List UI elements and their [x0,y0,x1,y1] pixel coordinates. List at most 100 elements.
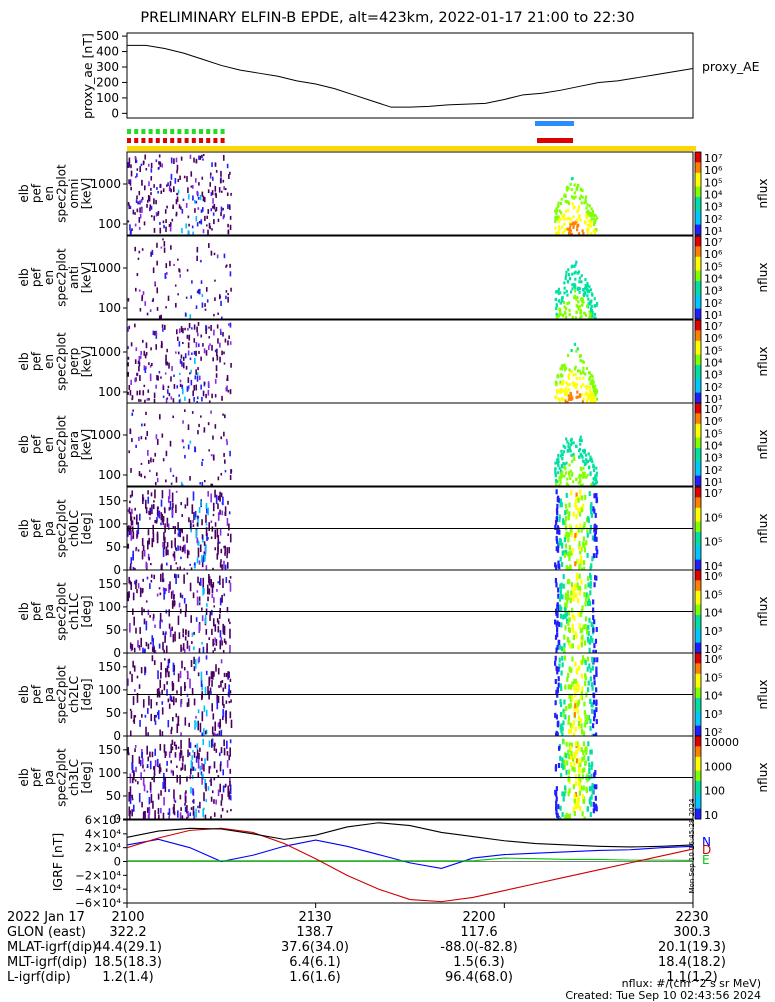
spectrogram-pixel [221,350,223,356]
spectrogram-pixel [129,730,132,738]
colorbar-segment [695,500,701,505]
spectrogram-pixel [216,700,219,710]
colorbar-segment [695,680,701,685]
spectrogram-pixel [153,198,155,205]
spectrogram-pixel [156,517,158,523]
spectrogram-pixel [173,811,176,816]
spectrogram-pixel [205,729,208,734]
spectrogram-pixel [589,524,593,530]
spectrogram-pixel [135,579,138,584]
spectrogram-pixel [164,785,167,793]
spectrogram-pixel [559,367,562,371]
spectrogram-pixel [567,719,570,725]
spectrogram-pixel [145,726,147,737]
spectrogram-pixel [557,397,561,401]
spectrogram-pixel [555,517,558,523]
spectrogram-pixel [131,526,134,532]
spectrogram-pixel [189,678,191,689]
spectrogram-pixel [140,473,143,478]
panel-ylabel-line: elb [17,268,31,286]
spectrogram-pixel [202,577,205,588]
spectrogram-pixel [182,446,185,449]
panel-ytick-label: 100 [98,301,121,315]
spectrogram-pixel [565,381,568,385]
spectrogram-pixel [565,393,568,397]
spectrogram-pixel [556,215,559,219]
spectrogram-pixel [586,666,589,672]
spectrogram-pixel [205,514,207,523]
panel-ytick-label: 1000 [90,261,121,275]
spectrogram-pixel [147,529,150,536]
colorbar-segment [695,570,701,574]
spectrogram-pixel [588,393,591,397]
spectrogram-pixel [220,729,223,739]
spectrogram-pixel [561,214,564,218]
spectrogram-pixel [131,794,134,799]
spectrogram-pixel [569,702,572,708]
spectrogram-pixel [212,435,214,440]
colorbar-segment [695,409,701,414]
spectrogram-pixel [577,215,581,219]
spectrogram-pixel [555,312,558,316]
spectrogram-pixel [211,738,214,747]
spectrogram-pixel [181,514,184,517]
spectrogram-pixel [555,564,558,570]
spectrogram-pixel [173,384,176,389]
spectrogram-pixel [589,211,593,215]
spectrogram-pixel [215,748,218,753]
spectrogram-pixel [196,372,199,377]
spectrogram-pixel [224,552,226,556]
spectrogram-pixel [557,218,560,222]
status-dot-red [184,138,189,143]
spectrogram-pixel [566,448,570,452]
spectrogram-pixel [580,546,583,552]
panel-ylabel-line: pef [30,434,44,454]
spectrogram-pixel [142,812,145,821]
panel-ytick-label: 50 [106,706,121,720]
spectrogram-pixel [575,228,579,232]
spectrogram-pixel [230,719,233,729]
spectrogram-pixel [222,708,224,718]
spectrogram-pixel [229,780,231,787]
spectrogram-pixel [582,376,585,380]
colorbar-segment [695,504,701,509]
spectrogram-pixel [579,612,582,618]
colorbar-tick-label: 10⁵ [704,588,722,601]
colorbar-tick-label: 10⁶ [704,653,723,666]
spectrogram-pixel [127,162,130,168]
spectrogram-pixel [148,806,151,816]
spectrogram-pixel [574,498,578,504]
spectrogram-pixel [580,393,584,397]
panel-ylabel-line: perp [67,348,81,376]
spectrogram-pixel [187,550,190,556]
spectrogram-pixel [131,508,133,515]
spectrogram-pixel [559,613,563,619]
spectrogram-pixel [588,617,591,623]
spectrogram-pixel [583,755,586,761]
spectrogram-pixel [224,506,227,516]
spectrogram-pixel [581,455,584,459]
spectrogram-pixel [203,479,206,483]
spectrogram-pixel [201,302,204,308]
spectrogram-pixel [559,702,563,708]
spectrogram-pixel [573,793,576,799]
spectrogram-pixel [168,584,170,594]
spectrogram-pixel [149,615,151,618]
spectrogram-pixel [556,391,559,395]
spectrogram-pixel [575,349,578,353]
tick-row-label-l: L-igrf(dip) [7,970,71,985]
spectrogram-pixel [568,446,571,450]
spectrogram-pixel [137,360,140,365]
colorbar-segment [695,697,701,702]
spectrogram-pixel [153,660,156,666]
spectrogram-pixel [197,343,200,347]
spectrogram-pixel [564,549,568,555]
spectrogram-pixel [200,679,203,687]
spectrogram-pixel [145,620,148,631]
spectrogram-pixel [210,250,213,256]
spectrogram-pixel [214,162,217,167]
spectrogram-pixel [141,179,143,186]
spectrogram-pixel [579,316,582,320]
colorbar-segment [695,475,701,480]
spectrogram-pixel [562,462,565,466]
